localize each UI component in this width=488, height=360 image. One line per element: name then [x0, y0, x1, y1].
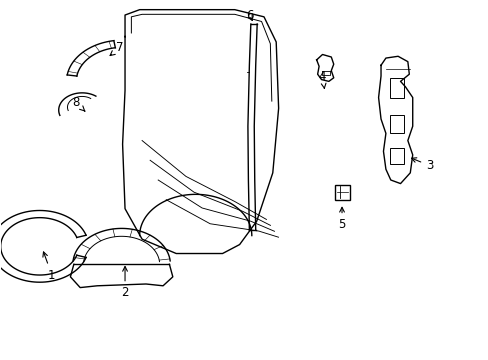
Text: 4: 4 [318, 69, 325, 89]
Bar [389, 78, 404, 98]
Bar [389, 148, 404, 164]
Text: 2: 2 [121, 266, 128, 300]
Text: 5: 5 [338, 207, 345, 231]
Text: 7: 7 [110, 41, 123, 55]
Text: 1: 1 [43, 252, 56, 282]
Text: 3: 3 [411, 158, 432, 172]
Text: 8: 8 [72, 96, 85, 111]
Bar [334, 185, 349, 200]
Text: 6: 6 [245, 9, 253, 22]
Bar [389, 116, 404, 134]
